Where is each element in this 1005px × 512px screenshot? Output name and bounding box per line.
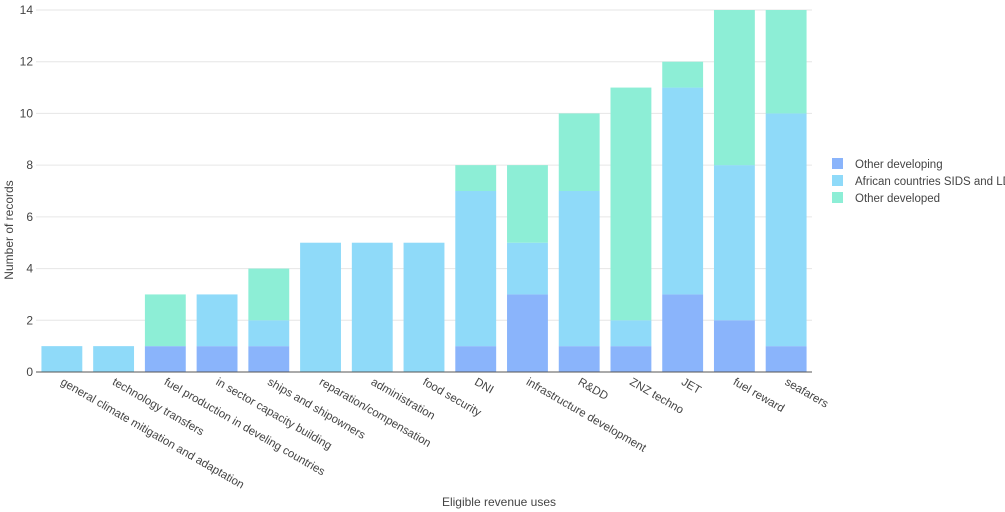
grid-lines: [36, 9, 812, 321]
bar-segment[interactable]: [93, 346, 135, 372]
legend-item[interactable]: Other developed: [832, 192, 940, 205]
bar-segment[interactable]: [558, 191, 600, 347]
y-tick-label: 14: [20, 3, 34, 17]
bar-segment[interactable]: [196, 346, 238, 372]
y-tick-label: 10: [20, 106, 34, 120]
x-tick-label: general climate mitigation and adaptatio…: [58, 376, 246, 491]
legend: Other developing African countries SIDS a…: [832, 158, 1005, 205]
y-tick-label: 4: [26, 262, 33, 276]
y-tick-label: 2: [26, 313, 33, 327]
legend-item[interactable]: African countries SIDS and LDCs: [832, 175, 1005, 188]
bar-segment[interactable]: [610, 346, 652, 372]
y-tick-label: 0: [26, 365, 33, 379]
bar-segment[interactable]: [300, 242, 341, 372]
bar-segment[interactable]: [144, 346, 186, 372]
bar-segment[interactable]: [507, 294, 548, 372]
x-tick-label: R&DD: [576, 376, 610, 403]
bar-segment[interactable]: [196, 294, 238, 347]
bar-segment[interactable]: [403, 242, 445, 372]
bar-segment[interactable]: [765, 113, 807, 347]
legend-label: African countries SIDS and LDCs: [855, 176, 1005, 188]
bar-segment[interactable]: [610, 87, 652, 321]
x-axis-title: Eligible revenue uses: [442, 495, 556, 509]
y-tick-labels: 0 2 4 6 8 10 12 14: [20, 3, 34, 379]
bar-segment[interactable]: [713, 320, 755, 372]
bar-segment[interactable]: [248, 268, 290, 321]
bar-segment[interactable]: [662, 294, 704, 372]
bar-segment[interactable]: [662, 87, 704, 295]
x-tick-labels: general climate mitigation and adaptatio…: [58, 376, 830, 491]
x-tick-label: JET: [679, 376, 703, 397]
bar-segment[interactable]: [662, 61, 704, 88]
bar-segment[interactable]: [507, 242, 548, 295]
x-tick-label: DNI: [472, 376, 495, 396]
y-axis-title: Number of records: [2, 180, 16, 279]
y-tick-label: 6: [26, 210, 33, 224]
bar-segment[interactable]: [41, 346, 83, 372]
bar-segment[interactable]: [248, 346, 290, 372]
legend-label: Other developing: [855, 159, 943, 171]
bar-segment[interactable]: [713, 10, 755, 166]
legend-swatch: [832, 158, 843, 169]
bar-segment[interactable]: [455, 191, 497, 347]
x-tick-label: fuel reward: [731, 376, 786, 415]
bar-segment[interactable]: [351, 242, 393, 372]
legend-swatch: [832, 175, 843, 186]
bar-segment[interactable]: [610, 320, 652, 347]
bar-segment[interactable]: [455, 346, 497, 372]
x-tick-label: seafarers: [783, 376, 831, 410]
bar-segment[interactable]: [558, 113, 600, 191]
bar-segment[interactable]: [248, 320, 290, 347]
legend-label: Other developed: [855, 193, 940, 205]
bar-segment[interactable]: [558, 346, 600, 372]
legend-swatch: [832, 192, 843, 203]
bar-segment[interactable]: [455, 165, 497, 191]
legend-item[interactable]: Other developing: [832, 158, 943, 171]
bar-segment[interactable]: [507, 165, 548, 243]
bar-segment[interactable]: [765, 10, 807, 114]
bars: [41, 10, 807, 372]
x-tick-label: ZNZ techno: [627, 376, 685, 416]
bar-segment[interactable]: [765, 346, 807, 372]
y-tick-label: 12: [20, 55, 34, 69]
bar-segment[interactable]: [144, 294, 186, 347]
y-tick-label: 8: [26, 158, 33, 172]
bar-segment[interactable]: [713, 165, 755, 321]
